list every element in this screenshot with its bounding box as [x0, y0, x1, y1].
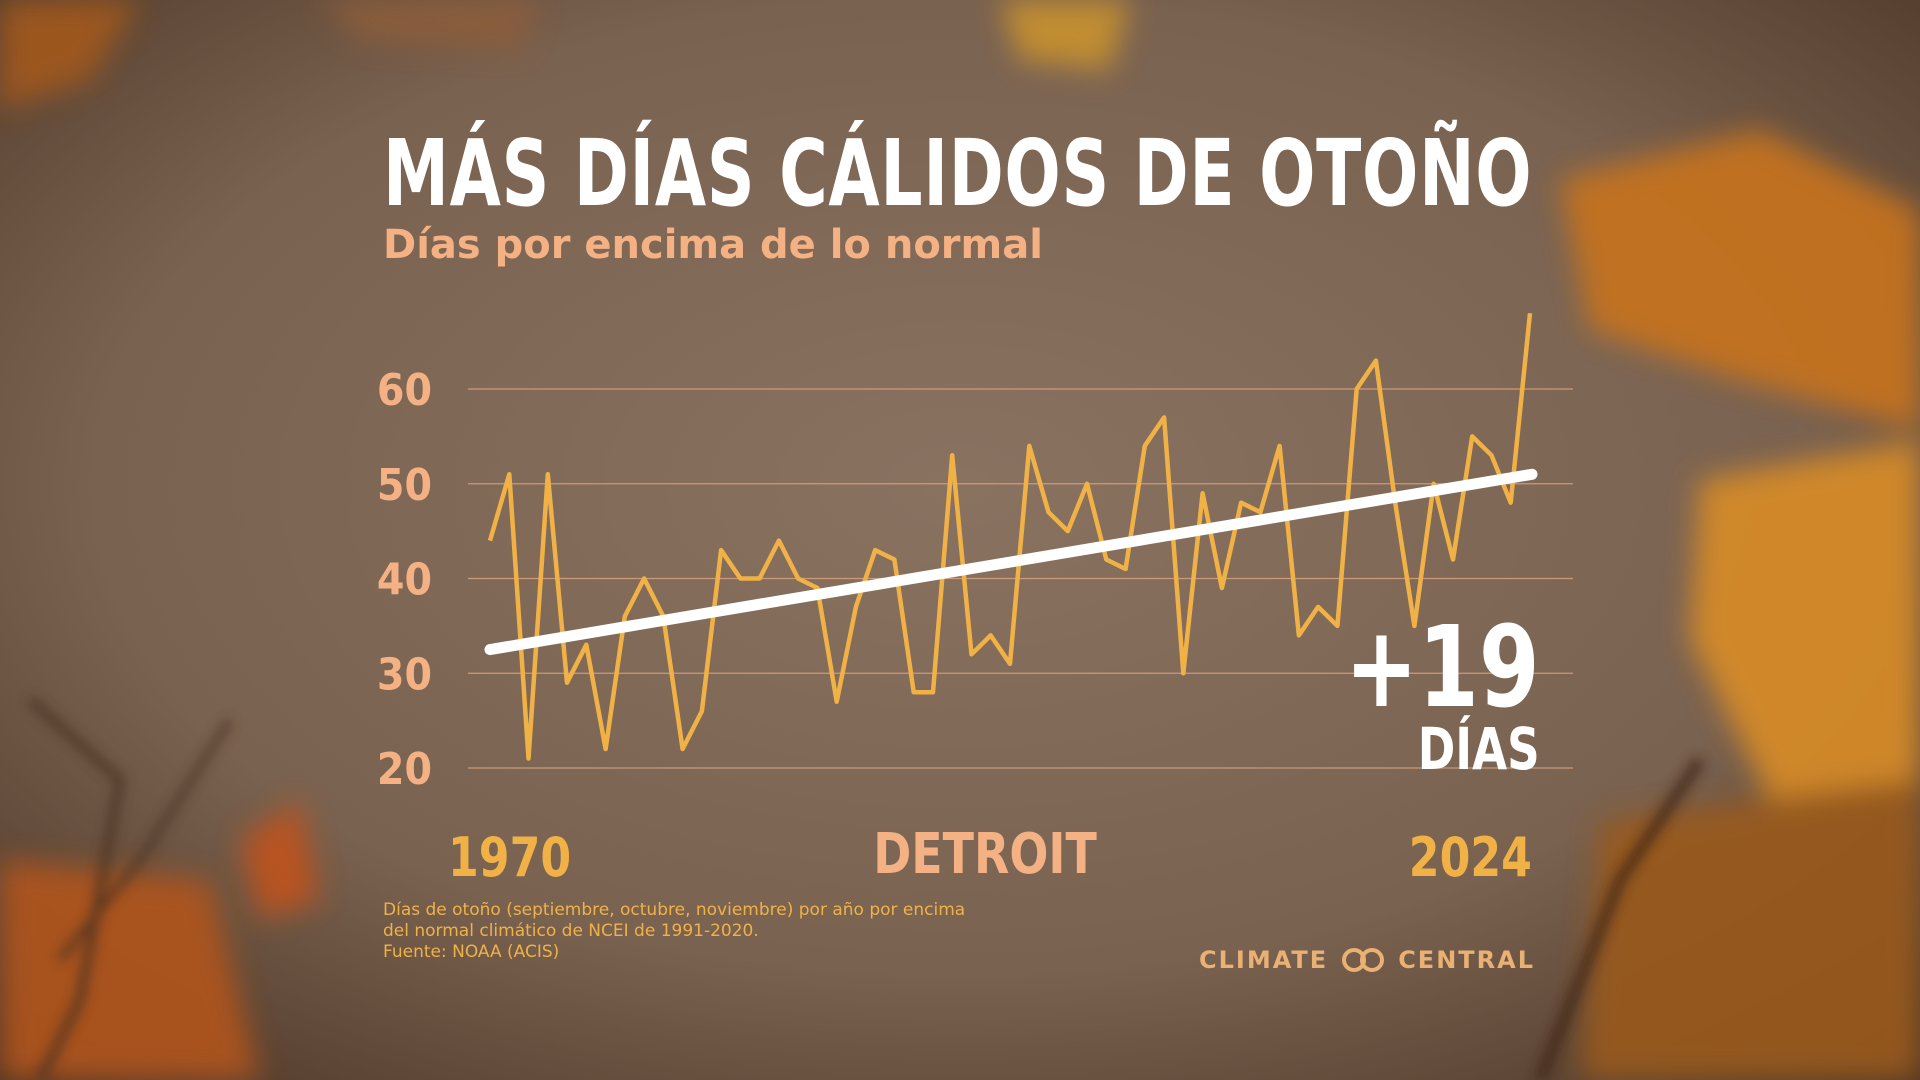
footnote-line-1: Días de otoño (septiembre, octubre, novi…: [383, 900, 966, 920]
y-tick-label-30: 30: [377, 649, 432, 700]
trend-change-unit: DÍAS: [1418, 715, 1540, 783]
climate-central-logo: CLIMATE CENTRAL: [1199, 946, 1535, 974]
brand-right-text: CENTRAL: [1398, 946, 1535, 974]
x-tick-label-end: 2024: [1409, 826, 1532, 889]
chart-subtitle: Días por encima de lo normal: [383, 222, 1043, 268]
y-axis-ticks: 20 30 40 50 60: [377, 365, 432, 795]
y-tick-label-40: 40: [377, 555, 432, 606]
y-tick-label-20: 20: [377, 744, 432, 795]
trend-change-value: +19: [1345, 603, 1540, 733]
brand-left-text: CLIMATE: [1198, 946, 1329, 974]
y-tick-label-60: 60: [377, 365, 432, 416]
series-layer: [484, 312, 1538, 761]
location-label: DETROIT: [873, 822, 1097, 887]
x-tick-label-start: 1970: [448, 826, 571, 889]
x-axis-ticks: 1970 2024: [448, 826, 1532, 889]
footnote-source: Fuente: NOAA (ACIS): [383, 942, 560, 962]
footnote: Días de otoño (septiembre, octubre, novi…: [383, 900, 965, 963]
trend-change: +19 DÍAS: [1290, 612, 1540, 778]
grid-lines: [468, 388, 1573, 769]
linked-circles-icon: [1342, 948, 1385, 972]
chart-title: MÁS DÍAS CÁLIDOS DE OTOÑO: [383, 120, 1533, 227]
y-tick-label-50: 50: [377, 460, 432, 511]
trend-line: [484, 468, 1538, 656]
footnote-line-2: del normal climático de NCEI de 1991-202…: [383, 921, 759, 941]
